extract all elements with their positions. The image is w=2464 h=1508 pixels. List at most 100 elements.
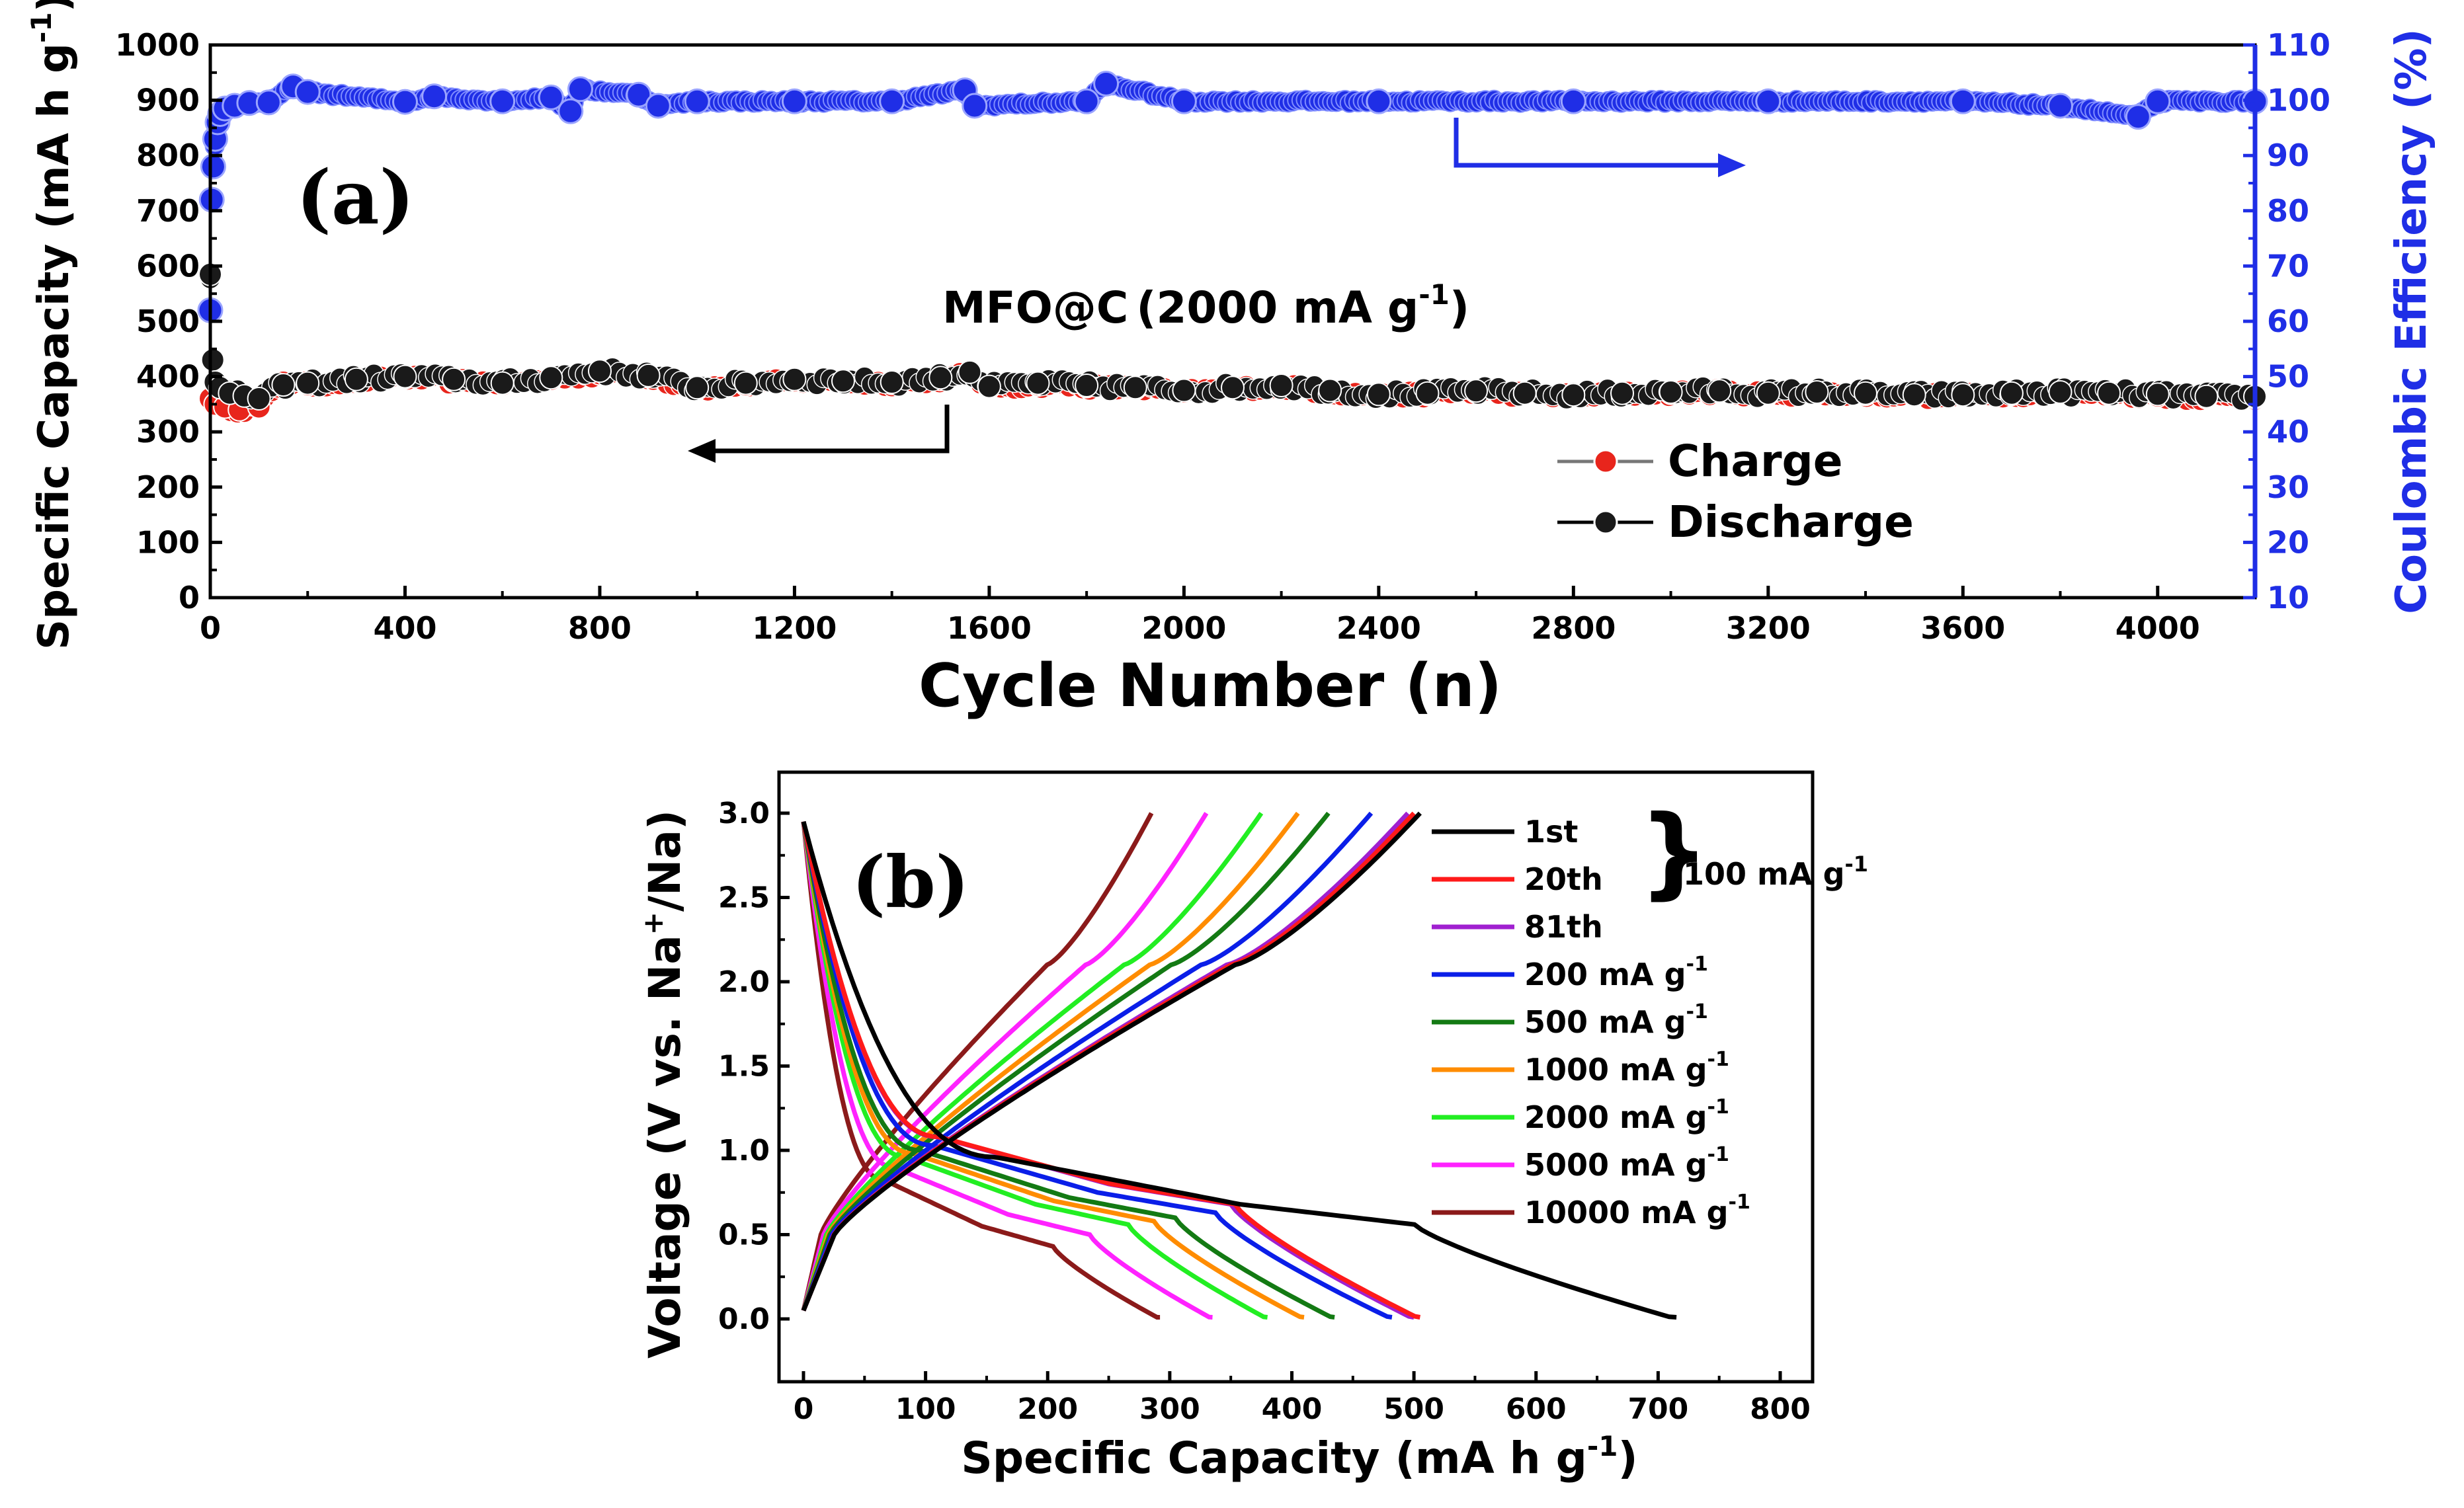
charge-curve-200-ma-g <box>801 811 1374 1312</box>
panel-a-x-axis-label: Cycle Number (n) <box>919 651 1502 721</box>
a-y2-tick-label: 60 <box>2267 303 2309 339</box>
legend-label-7: 5000 mA g-1 <box>1524 1143 1729 1183</box>
efficiency-key-point <box>1950 88 1976 114</box>
b-x-tick-label: 500 <box>1383 1392 1444 1426</box>
a-y2-tick-label: 40 <box>2267 414 2309 450</box>
panel-a: 0 400 800 1200 1600 2000 2400 2800 3200 3600 4000 0… <box>25 0 2436 721</box>
discharge-key-point <box>1707 379 1732 403</box>
legend-discharge-label: Discharge <box>1668 496 1914 547</box>
efficiency-key-point <box>489 88 516 114</box>
a-y-tick-label: 600 <box>136 248 200 284</box>
a-y-tick-label: 500 <box>136 303 200 339</box>
b-y-tick-label: 3.0 <box>718 797 770 830</box>
a-y2-tick-label: 10 <box>2267 580 2309 615</box>
legend-label-3: 200 mA g-1 <box>1524 953 1708 992</box>
discharge-series <box>198 262 2267 411</box>
legend-bracket: } <box>1639 795 1709 910</box>
discharge-key-point <box>344 367 368 391</box>
arrow-to-right-axis <box>1454 118 1746 177</box>
a-y2-tick-label: 110 <box>2267 27 2330 63</box>
discharge-key-point <box>1026 371 1050 395</box>
panel-b-data-layer <box>801 811 1677 1320</box>
discharge-key-point <box>588 359 612 383</box>
legend-bracket-label: 100 mA g-1 <box>1683 852 1868 892</box>
efficiency-key-point <box>1366 88 1392 114</box>
a-y2-tick-label: 90 <box>2267 138 2309 173</box>
efficiency-key-point <box>781 88 807 114</box>
discharge-key-point <box>1512 381 1537 405</box>
charge-curve-1000-ma-g <box>801 811 1300 1312</box>
b-y-tick-label: 2.5 <box>718 881 770 915</box>
discharge-key-point <box>2145 382 2170 407</box>
b-x-tick-label: 0 <box>794 1392 814 1426</box>
efficiency-key-point <box>879 88 905 114</box>
a-x-tick-label: 0 <box>200 610 221 646</box>
a-y-tick-label: 900 <box>136 83 200 118</box>
legend-charge-marker <box>1593 449 1618 474</box>
a-y-tick-label: 1000 <box>115 27 200 63</box>
discharge-key-point <box>685 376 710 400</box>
discharge-key-point <box>539 366 563 390</box>
panel-b-xlabel-sup: -1 <box>1587 1430 1618 1462</box>
panel-a-y-axis-label: Specific Capacity (mA h g-1) <box>25 0 79 650</box>
panel-a-axes: 0 400 800 1200 1600 2000 2400 2800 3200 3600 4000 0… <box>115 27 2330 646</box>
a-y2-tick-label: 30 <box>2267 469 2309 505</box>
discharge-key-point <box>1269 374 1294 397</box>
panel-b-ylabel-close: /Na) <box>639 810 690 912</box>
efficiency-key-point <box>200 153 226 180</box>
panel-b-y-axis-label: Voltage (V vs. Na+/Na) <box>637 810 690 1359</box>
panel-a-title-sup: -1 <box>1418 278 1450 311</box>
efficiency-key-point <box>557 98 584 124</box>
legend-label-2: 81th <box>1524 909 1603 945</box>
b-x-tick-label: 600 <box>1506 1392 1567 1426</box>
efficiency-key-point <box>2145 88 2171 114</box>
discharge-key-point <box>1610 381 1634 405</box>
charge-curve-10000-ma-g <box>801 812 1154 1312</box>
discharge-curve-500-ma-g <box>801 821 1335 1320</box>
b-y-tick-label: 1.0 <box>718 1134 770 1168</box>
efficiency-key-point <box>255 89 282 116</box>
panel-b-x-axis-label: Specific Capacity (mA h g-1) <box>961 1430 1637 1484</box>
a-x-tick-label: 800 <box>568 610 632 646</box>
b-y-tick-label: 2.0 <box>718 965 770 999</box>
a-y-tick-label: 400 <box>136 359 200 395</box>
discharge-curve-1st <box>801 820 1677 1320</box>
a-x-tick-label: 3200 <box>1726 610 1811 646</box>
discharge-key-point <box>1366 382 1391 407</box>
discharge-key-point <box>1951 383 1975 407</box>
b-y-tick-label: 1.5 <box>718 1050 770 1084</box>
efficiency-key-point <box>1560 88 1586 114</box>
panel-a-legend: Charge Discharge <box>1557 436 1914 547</box>
b-x-tick-label: 400 <box>1262 1392 1323 1426</box>
discharge-key-point <box>977 374 1001 399</box>
efficiency-key-point <box>684 88 710 114</box>
legend-label-0: 1st <box>1524 814 1578 850</box>
discharge-key-point <box>296 371 320 395</box>
b-x-tick-label: 100 <box>895 1392 956 1426</box>
efficiency-key-point <box>1073 88 1100 114</box>
discharge-key-point <box>1854 381 1877 405</box>
a-x-tick-label: 400 <box>373 610 436 646</box>
a-x-tick-label: 4000 <box>2115 610 2200 646</box>
discharge-key-point <box>2048 380 2073 404</box>
discharge-curve-2000-ma-g <box>801 821 1268 1320</box>
discharge-key-point <box>393 364 417 389</box>
charge-curve-1st <box>801 811 1422 1312</box>
discharge-key-point <box>782 367 807 391</box>
panel-b-xlabel-close: ) <box>1618 1433 1638 1484</box>
discharge-key-point <box>958 360 982 384</box>
efficiency-key-point <box>2047 93 2073 119</box>
legend-label-5: 1000 mA g-1 <box>1524 1048 1729 1088</box>
discharge-key-point <box>490 371 514 395</box>
a-y2-tick-label: 70 <box>2267 248 2309 284</box>
discharge-key-point <box>1123 376 1147 400</box>
discharge-key-point <box>1902 383 1926 407</box>
discharge-key-point <box>1221 376 1245 400</box>
discharge-key-point <box>1659 380 1683 404</box>
discharge-key-point <box>247 387 271 411</box>
panel-b-xlabel-text: Specific Capacity (mA h g <box>961 1433 1587 1484</box>
a-y-tick-label: 200 <box>136 469 200 505</box>
a-x-tick-label: 2400 <box>1336 610 1421 646</box>
panel-a-title: MFO@C (2000 mA g-1) <box>942 278 1469 333</box>
